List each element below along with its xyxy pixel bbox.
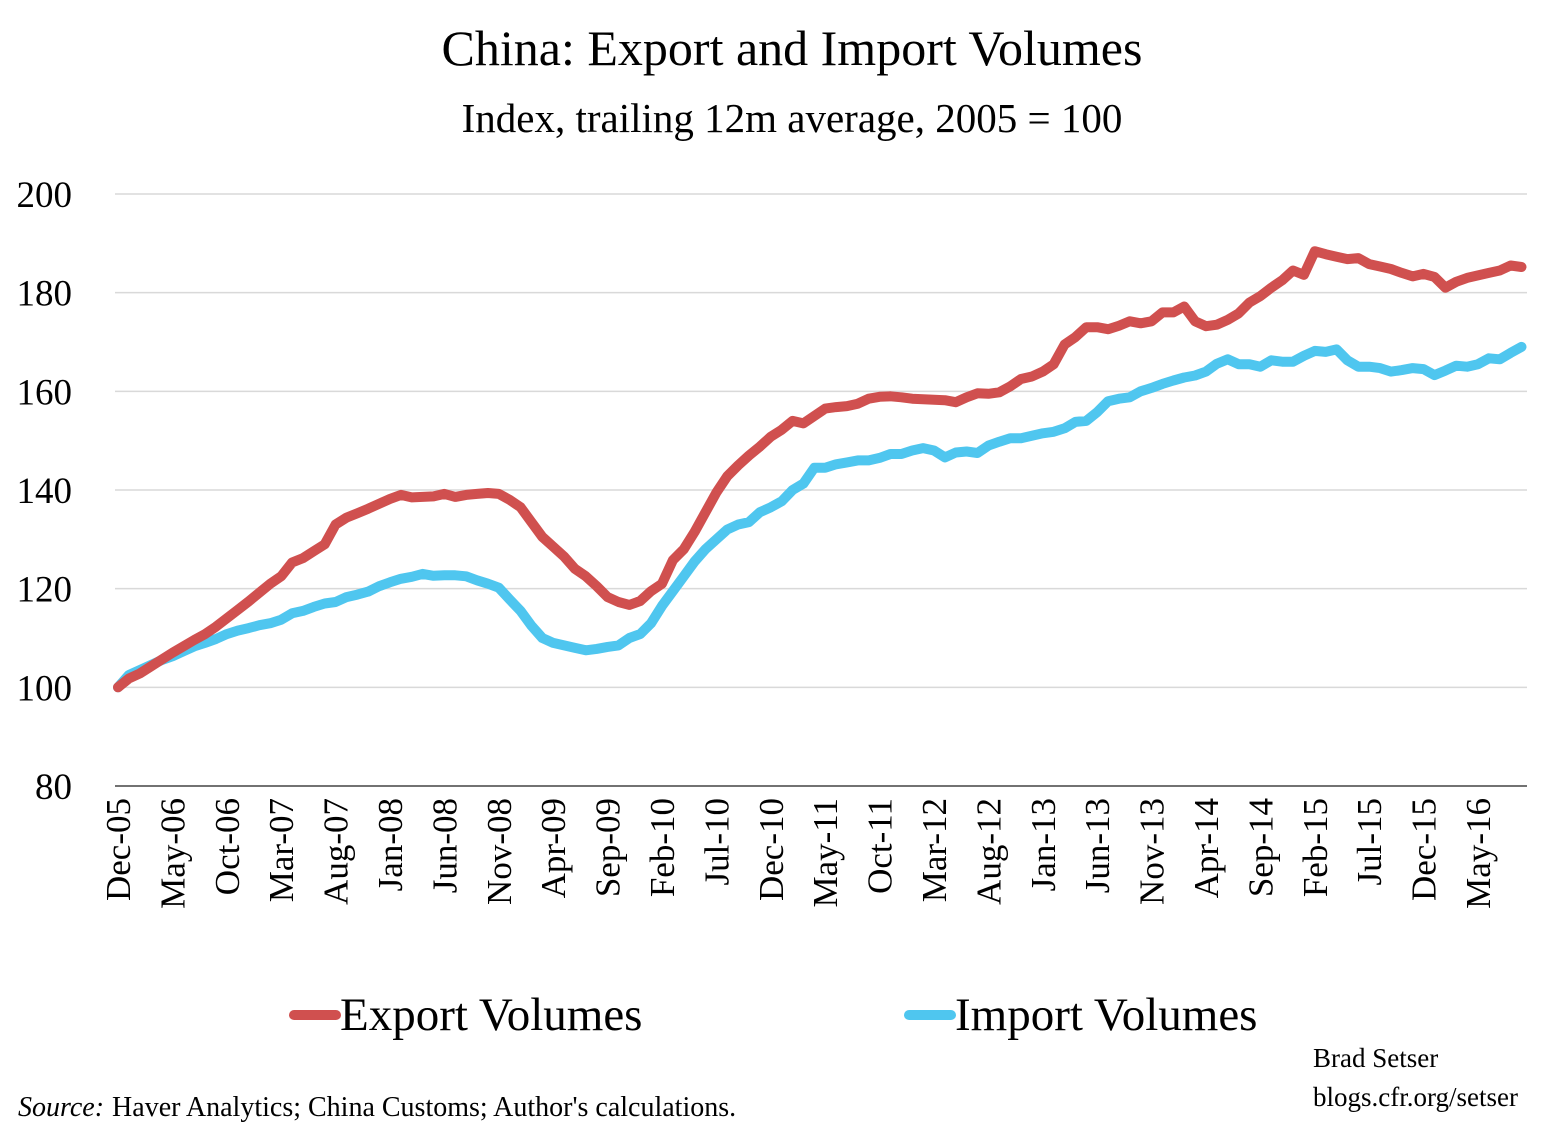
x-tick-label: Jan-08 <box>371 798 410 891</box>
series-line <box>113 246 1527 693</box>
x-tick-label: Dec-05 <box>99 798 138 901</box>
x-tick-label: Jan-13 <box>1024 798 1063 891</box>
x-tick-label: May-06 <box>153 798 192 909</box>
author: Brad Setser <box>1313 1043 1438 1073</box>
y-tick-label: 140 <box>17 471 73 512</box>
x-tick-label: Mar-12 <box>915 798 954 902</box>
x-tick-label: Jun-13 <box>1078 798 1117 893</box>
x-tick-label: Aug-07 <box>317 798 356 905</box>
x-tick-label: Apr-09 <box>534 798 573 898</box>
x-tick-label: Nov-08 <box>480 798 519 905</box>
chart-subtitle: Index, trailing 12m average, 2005 = 100 <box>462 95 1123 141</box>
x-tick-label: Dec-10 <box>752 798 791 901</box>
x-tick-label: Feb-10 <box>643 798 682 897</box>
y-tick-label: 120 <box>17 570 73 611</box>
x-tick-label: Sep-14 <box>1241 798 1280 897</box>
x-tick-label: May-16 <box>1459 798 1498 909</box>
x-tick-label: Dec-15 <box>1405 798 1444 901</box>
legend-label: Import Volumes <box>955 989 1257 1041</box>
x-tick-label: Nov-13 <box>1133 798 1172 905</box>
x-tick-label: Mar-07 <box>262 798 301 902</box>
source-text: Haver Analytics; China Customs; Author's… <box>112 1092 736 1123</box>
x-tick-label: Apr-14 <box>1187 798 1226 898</box>
url: blogs.cfr.org/setser <box>1313 1082 1518 1112</box>
y-tick-label: 160 <box>17 372 73 413</box>
x-tick-label: Aug-12 <box>969 798 1008 905</box>
x-tick-label: Jul-10 <box>697 798 736 886</box>
source-note: Source: Haver Analytics; China Customs; A… <box>18 1092 736 1123</box>
x-tick-label: Sep-09 <box>589 798 628 897</box>
x-tick-label: Jun-08 <box>425 798 464 893</box>
y-tick-label: 200 <box>17 175 73 216</box>
y-tick-label: 180 <box>17 274 73 315</box>
x-tick-label: Oct-06 <box>208 798 247 895</box>
x-tick-label: Feb-15 <box>1296 798 1335 897</box>
source-label: Source: <box>18 1092 104 1123</box>
chart-title: China: Export and Import Volumes <box>442 20 1143 76</box>
x-tick-label: Oct-11 <box>861 798 900 894</box>
y-tick-label: 80 <box>35 767 72 808</box>
y-tick-label: 100 <box>17 668 73 709</box>
x-tick-label: Jul-15 <box>1350 798 1389 886</box>
series-line <box>113 341 1527 693</box>
legend-label: Export Volumes <box>340 989 642 1041</box>
x-tick-label: May-11 <box>806 798 845 908</box>
